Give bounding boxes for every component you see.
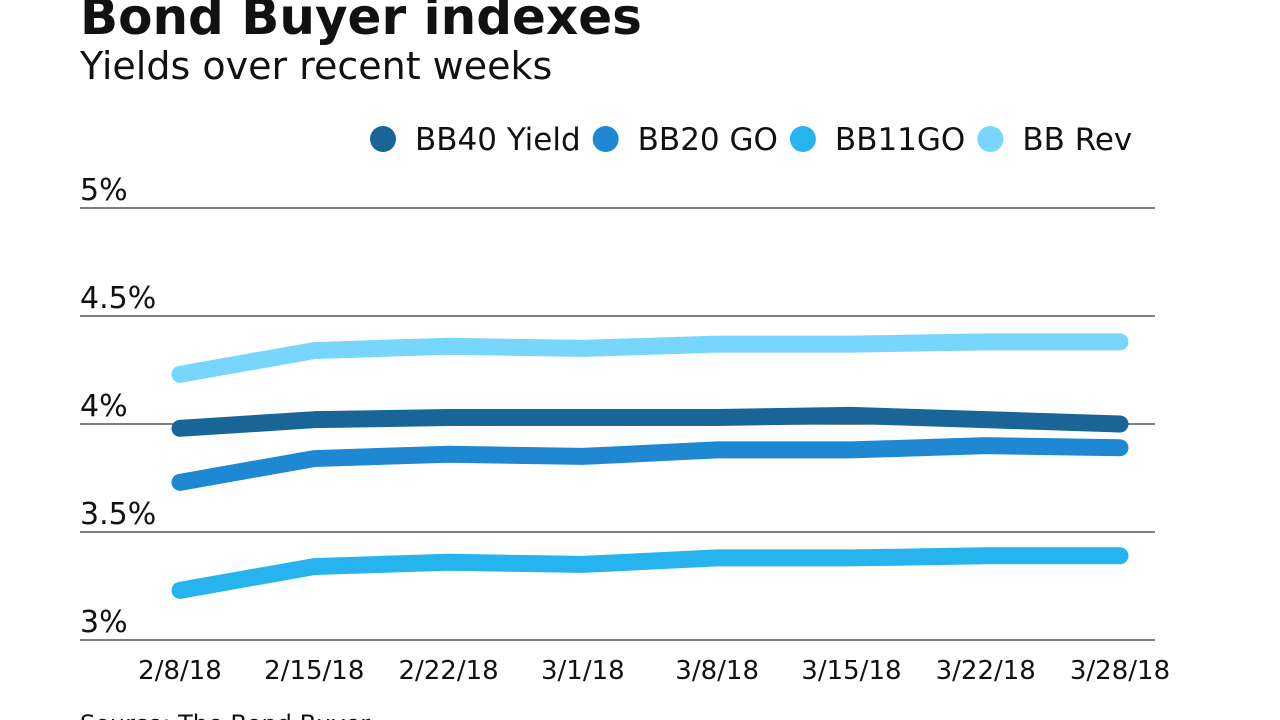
- series-line: [171, 333, 1129, 383]
- x-tick-label: 3/15/18: [801, 656, 901, 686]
- chart-title: Bond Buyer indexes: [80, 0, 642, 46]
- series-line: [171, 437, 1129, 491]
- legend-label: BB40 Yield: [415, 122, 581, 158]
- legend-marker: [370, 126, 396, 152]
- chart-subtitle: Yields over recent weeks: [79, 44, 552, 88]
- x-tick-label: 3/28/18: [1070, 656, 1170, 686]
- y-tick-label: 3%: [80, 605, 128, 640]
- x-tick-label: 2/15/18: [264, 656, 364, 686]
- x-tick-label: 2/22/18: [398, 656, 498, 686]
- x-tick-label: 3/1/18: [541, 656, 625, 686]
- legend-label: BB Rev: [1022, 122, 1132, 158]
- y-tick-label: 4.5%: [80, 281, 156, 316]
- legend-marker: [789, 126, 816, 152]
- y-tick-label: 4%: [80, 389, 128, 424]
- x-tick-label: 2/8/18: [138, 656, 222, 686]
- x-tick-label: 3/8/18: [675, 656, 759, 686]
- source: Source: The Bond Buyer: [80, 710, 370, 720]
- legend-marker: [592, 126, 619, 152]
- series-line: [171, 406, 1129, 437]
- legend-marker: [977, 126, 1004, 152]
- y-tick-label: 3.5%: [80, 497, 156, 532]
- series-line: [171, 547, 1129, 599]
- x-tick-label: 3/22/18: [936, 656, 1036, 686]
- legend-label: BB20 GO: [638, 122, 778, 158]
- y-tick-label: 5%: [80, 173, 128, 208]
- legend-label: BB11GO: [835, 122, 965, 158]
